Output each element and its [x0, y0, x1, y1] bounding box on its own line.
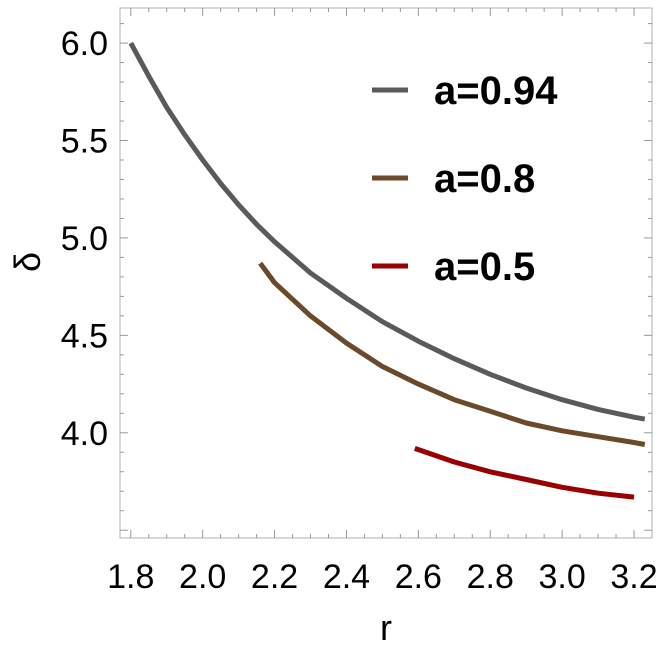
x-tick-label: 2.4 — [323, 558, 370, 596]
series-line-3 — [413, 446, 635, 500]
x-axis-label: r — [380, 607, 392, 648]
series-lines — [128, 41, 646, 500]
x-tick-label: 2.6 — [395, 558, 442, 596]
legend-label-1: a=0.94 — [434, 69, 558, 113]
legend-label-3: a=0.5 — [434, 245, 535, 289]
x-tick-label: 3.0 — [539, 558, 586, 596]
x-tick-label: 2.2 — [251, 558, 298, 596]
x-tick-label: 2.8 — [467, 558, 514, 596]
y-axis-label: δ — [7, 252, 48, 272]
x-tick-label: 1.8 — [107, 558, 154, 596]
legend: a=0.94 a=0.8 a=0.5 — [372, 69, 558, 289]
legend-label-2: a=0.8 — [434, 157, 535, 201]
tick-marks — [120, 8, 652, 538]
y-tick-labels: 4.0 4.5 5.0 5.5 6.0 — [61, 25, 108, 453]
y-tick-label: 4.0 — [61, 415, 108, 453]
series-line-2 — [258, 261, 646, 447]
x-tick-labels: 1.8 2.0 2.2 2.4 2.6 2.8 3.0 3.2 — [107, 558, 658, 596]
y-tick-label: 4.5 — [61, 317, 108, 355]
plot-frame — [119, 7, 653, 539]
y-tick-label: 6.0 — [61, 25, 108, 63]
y-tick-label: 5.0 — [61, 220, 108, 258]
y-tick-label: 5.5 — [61, 123, 108, 161]
x-tick-label: 2.0 — [179, 558, 226, 596]
series-line-1 — [128, 41, 646, 422]
x-tick-label: 3.2 — [610, 558, 657, 596]
